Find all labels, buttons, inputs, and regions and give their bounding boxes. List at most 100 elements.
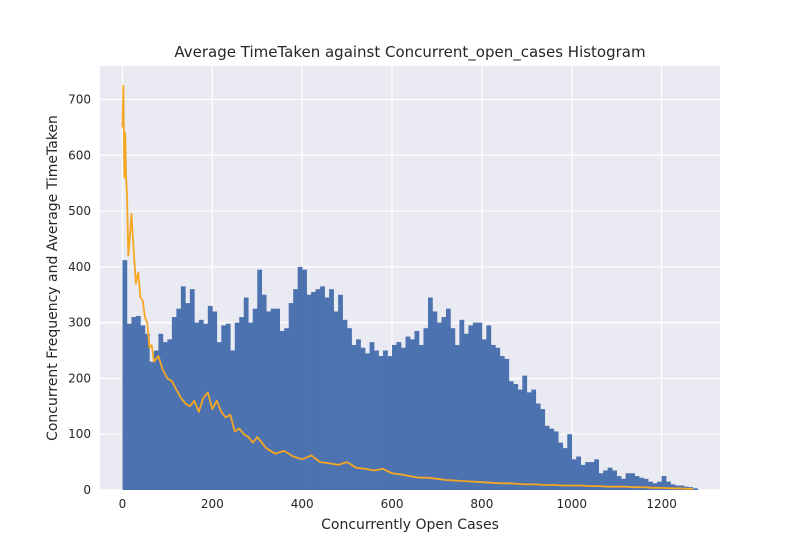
histogram-bar bbox=[320, 286, 325, 490]
histogram-bar bbox=[392, 344, 397, 490]
histogram-bar bbox=[266, 311, 272, 490]
histogram-bar bbox=[293, 289, 298, 490]
histogram-bar bbox=[477, 322, 483, 490]
histogram-bar bbox=[490, 344, 496, 490]
histogram-bar bbox=[356, 339, 361, 490]
histogram-bar bbox=[257, 269, 263, 490]
histogram-bar bbox=[495, 347, 501, 490]
histogram-bar bbox=[427, 297, 433, 490]
histogram-bar bbox=[122, 260, 128, 490]
histogram-bar bbox=[288, 303, 294, 490]
histogram-bar bbox=[535, 403, 541, 490]
histogram-bar bbox=[517, 389, 523, 490]
histogram-bar bbox=[387, 356, 393, 490]
histogram-bar bbox=[432, 311, 438, 490]
histogram-bar bbox=[131, 317, 137, 490]
histogram-bar bbox=[167, 339, 173, 490]
histogram-bar bbox=[418, 344, 424, 490]
histogram-bar bbox=[531, 389, 537, 490]
histogram-bar bbox=[315, 289, 321, 490]
histogram-bar bbox=[567, 434, 573, 490]
x-tick-label: 1200 bbox=[646, 497, 677, 511]
histogram-bar bbox=[162, 342, 168, 490]
histogram-bar bbox=[234, 322, 240, 490]
histogram-bar bbox=[216, 342, 222, 490]
histogram-bar bbox=[329, 289, 334, 490]
histogram-bar bbox=[571, 459, 577, 490]
histogram-bar bbox=[261, 294, 267, 490]
histogram-bar bbox=[189, 289, 195, 490]
histogram-bar bbox=[176, 308, 182, 490]
histogram-bar bbox=[396, 342, 402, 490]
histogram-bar bbox=[423, 328, 429, 490]
histogram-bar bbox=[324, 297, 330, 490]
histogram-bar bbox=[185, 303, 191, 490]
histogram-bar bbox=[598, 473, 604, 490]
histogram-bar bbox=[338, 294, 343, 490]
histogram-bar bbox=[333, 311, 339, 490]
histogram-bar bbox=[347, 328, 352, 490]
histogram-bar bbox=[401, 347, 406, 490]
histogram-bar bbox=[526, 392, 532, 490]
histogram-bar bbox=[612, 470, 617, 490]
histogram-bar bbox=[472, 322, 478, 490]
histogram-bar bbox=[576, 456, 582, 490]
y-tick-label: 0 bbox=[83, 483, 91, 497]
histogram-bar bbox=[594, 459, 599, 490]
histogram-bar bbox=[562, 448, 568, 490]
histogram-bar bbox=[648, 481, 653, 490]
x-tick-label: 200 bbox=[201, 497, 224, 511]
histogram-bar bbox=[693, 488, 698, 490]
histogram-bar bbox=[243, 297, 249, 490]
histogram-bar bbox=[481, 339, 487, 490]
y-axis-label: Concurrent Frequency and Average TimeTak… bbox=[45, 115, 61, 441]
x-tick-label: 400 bbox=[291, 497, 314, 511]
x-tick-label: 800 bbox=[470, 497, 493, 511]
histogram-bar bbox=[225, 323, 231, 490]
x-tick-label: 600 bbox=[381, 497, 404, 511]
histogram-bar bbox=[171, 317, 177, 490]
histogram-bar bbox=[585, 462, 591, 490]
histogram-bar bbox=[504, 358, 510, 490]
x-tick-label: 1000 bbox=[556, 497, 587, 511]
y-tick-label: 400 bbox=[68, 260, 91, 274]
x-tick-labels: 0 200 400 600 800 1000 1200 bbox=[119, 497, 677, 511]
histogram-bar bbox=[126, 323, 132, 490]
histogram-bar bbox=[342, 319, 348, 490]
histogram-bar bbox=[589, 462, 595, 490]
histogram-bar bbox=[661, 476, 667, 490]
histogram-bar bbox=[499, 356, 505, 490]
histogram-bar bbox=[144, 333, 150, 490]
histogram-bar bbox=[311, 291, 316, 490]
histogram-bar bbox=[630, 473, 635, 490]
y-tick-label: 500 bbox=[68, 204, 91, 218]
histogram-bar bbox=[306, 294, 312, 490]
histogram-bar bbox=[544, 425, 550, 490]
y-tick-label: 100 bbox=[68, 427, 91, 441]
histogram-bar bbox=[558, 442, 564, 490]
histogram-bar bbox=[616, 476, 622, 490]
histogram-bar bbox=[553, 431, 559, 490]
histogram-bar bbox=[643, 478, 649, 490]
histogram-bar bbox=[351, 344, 357, 490]
histogram-bar bbox=[445, 308, 451, 490]
histogram-bar bbox=[180, 286, 186, 490]
histogram-bar bbox=[302, 269, 307, 490]
average-timetaken-series-line bbox=[121, 84, 693, 490]
histogram-bar bbox=[410, 339, 415, 490]
histogram-bar bbox=[657, 481, 662, 490]
histogram-bar bbox=[297, 266, 303, 490]
histogram-bar bbox=[607, 467, 613, 490]
histogram-bar bbox=[414, 331, 420, 490]
histogram-bar bbox=[670, 484, 676, 490]
histogram-bar bbox=[652, 483, 658, 490]
histogram-bar bbox=[140, 325, 146, 490]
histogram-bar bbox=[522, 375, 528, 490]
histogram-bar bbox=[625, 473, 631, 490]
histogram-bar bbox=[378, 356, 384, 490]
histogram-bar bbox=[405, 336, 411, 490]
histogram-bar bbox=[284, 328, 289, 490]
histogram-bar bbox=[441, 317, 447, 490]
histogram-bar bbox=[252, 308, 258, 490]
histogram-bar bbox=[279, 331, 285, 490]
